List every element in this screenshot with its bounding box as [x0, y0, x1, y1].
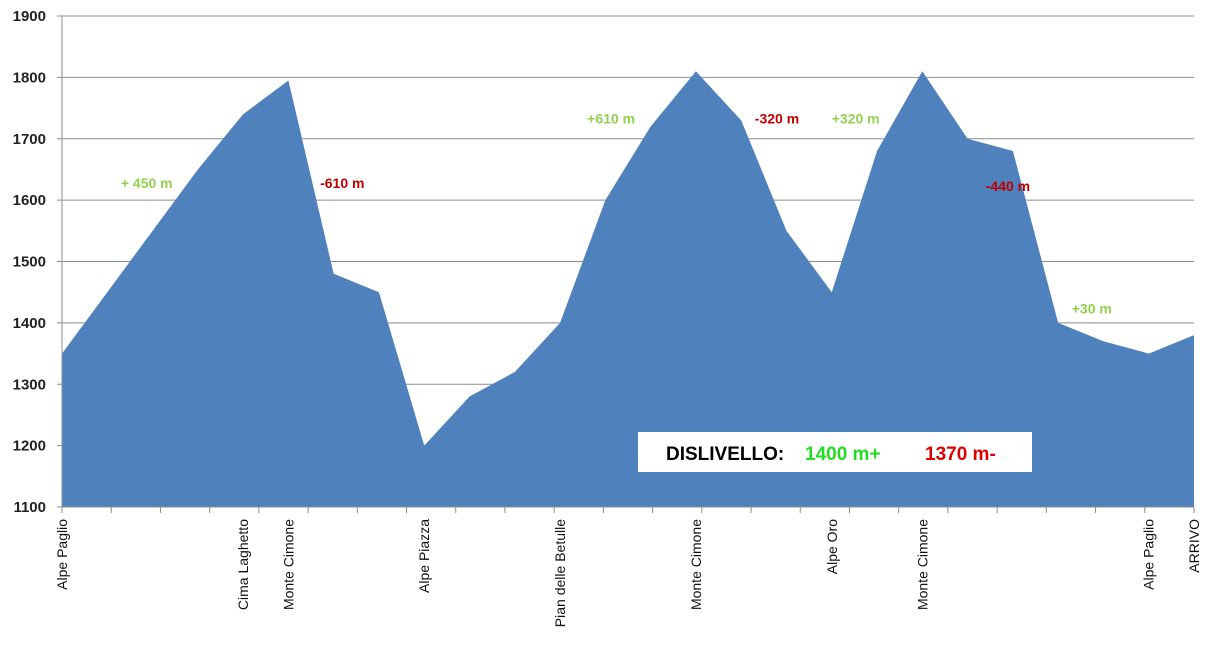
- y-tick-label: 1500: [13, 254, 46, 271]
- y-tick-label: 1700: [13, 131, 46, 148]
- x-category-label: Alpe Paglio: [1141, 519, 1157, 590]
- elevation-area-path: [62, 71, 1194, 508]
- y-tick-label: 1600: [13, 192, 46, 209]
- x-category-label: Alpe Paglio: [54, 519, 70, 590]
- elevation-loss-annotation: -610 m: [320, 175, 364, 191]
- x-tick-labels: Alpe Paglio Cima Laghetto Monte Cimone Alpe…: [54, 519, 1202, 627]
- y-tick-label: 1100: [13, 499, 46, 516]
- elevation-gain-annotation: +30 m: [1072, 301, 1112, 317]
- y-tick-labels: 1100 1200 1300 1400 1500 1600 1700 1800 1900: [13, 8, 46, 516]
- y-tick-label: 1300: [13, 376, 46, 393]
- x-category-label: Pian delle Betulle: [552, 519, 568, 627]
- summary-box-background: [638, 432, 1032, 472]
- x-category-label: ARRIVO: [1186, 519, 1202, 573]
- elevation-loss-annotation: -320 m: [755, 110, 799, 126]
- summary-loss: 1370 m-: [925, 444, 996, 465]
- y-tick-label: 1800: [13, 69, 46, 86]
- summary-label: DISLIVELLO:: [666, 444, 784, 465]
- elevation-gain-annotation: + 450 m: [121, 175, 173, 191]
- y-tick-label: 1900: [13, 8, 46, 25]
- x-category-label: Monte Cimone: [914, 519, 930, 610]
- summary-gain: 1400 m+: [805, 444, 881, 465]
- elevation-gain-annotation: +610 m: [587, 110, 635, 126]
- annotations: + 450 m -610 m +610 m -320 m +320 m -440 m +30…: [121, 110, 1112, 316]
- summary-box: DISLIVELLO: 1400 m+ 1370 m-: [638, 432, 1032, 472]
- axes: [57, 15, 1195, 513]
- x-category-label: Alpe Piazza: [416, 519, 432, 593]
- x-category-label: Monte Cimone: [280, 519, 296, 610]
- elevation-area: [62, 71, 1194, 508]
- y-tick-label: 1200: [13, 438, 46, 455]
- y-tick-label: 1400: [13, 315, 46, 332]
- x-category-label: Alpe Oro: [824, 519, 840, 574]
- elevation-loss-annotation: -440 m: [986, 178, 1030, 194]
- x-category-label: Cima Laghetto: [235, 519, 251, 610]
- elevation-gain-annotation: +320 m: [832, 110, 880, 126]
- x-category-label: Monte Cimone: [688, 519, 704, 610]
